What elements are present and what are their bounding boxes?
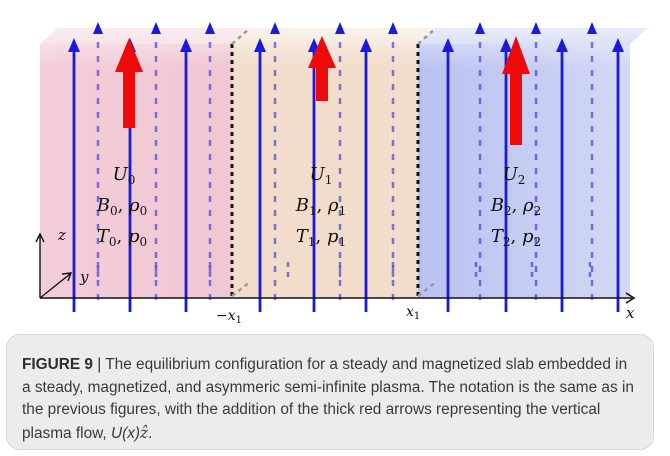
lower-dash-marks <box>96 262 592 280</box>
flow-arrows <box>115 36 530 145</box>
field-arrowhead <box>442 38 454 52</box>
field-arrowhead <box>68 38 80 52</box>
field-arrowhead <box>500 38 512 52</box>
dashed-arrowhead <box>475 22 485 34</box>
label-T0-p0: T0, p0 <box>97 226 147 249</box>
axis-y-label: y <box>79 268 89 286</box>
field-arrowhead <box>556 38 568 52</box>
label-T2-p2: T2, p2 <box>491 226 541 249</box>
y-axis-line <box>39 273 71 299</box>
label-U0: U0 <box>113 164 136 187</box>
boundary-left-bottom <box>231 281 251 297</box>
plasma-regions <box>40 28 648 298</box>
dashed-arrowhead <box>151 22 161 34</box>
dashed-arrowhead <box>270 22 280 34</box>
label-B1-rho1: B1, ρ1 <box>295 195 347 218</box>
figure-caption: FIGURE 9 | The equilibrium configuration… <box>6 334 654 450</box>
field-arrowhead <box>360 38 372 52</box>
back-field-line-heads <box>93 22 597 34</box>
label-B0-rho0: B0, ρ0 <box>96 195 148 218</box>
flow-arrow-right <box>502 36 530 145</box>
x-axis-arrowhead <box>625 292 636 304</box>
dashed-arrowhead <box>531 22 541 34</box>
equilibrium-figure: U0 B0, ρ0 T0, p0 U1 B1, ρ1 T1, p1 U2 B2,… <box>35 22 648 326</box>
boundary-right-bottom <box>417 281 437 297</box>
x-axis <box>40 292 636 304</box>
y-axis-arrowhead <box>61 272 73 282</box>
right-region <box>418 44 630 298</box>
label-B2-rho2: B2, ρ2 <box>490 195 542 218</box>
caption-separator: | <box>92 356 106 373</box>
axis-x-label: x <box>626 304 635 322</box>
label-U2: U2 <box>503 164 526 187</box>
slab-boundaries <box>230 44 420 296</box>
field-arrowhead <box>254 38 266 52</box>
axis-z-label: z <box>57 226 66 244</box>
flow-arrow-left <box>115 38 143 128</box>
dashed-arrowhead <box>205 22 215 34</box>
caption-label: FIGURE 9 <box>22 356 93 373</box>
dashed-arrowhead <box>335 22 345 34</box>
front-field-lines <box>72 48 620 312</box>
label-T1-p1: T1, p1 <box>296 226 346 249</box>
label-U1: U1 <box>310 164 333 187</box>
caption-zhat: ẑ <box>140 423 149 442</box>
left-region <box>40 44 232 298</box>
caption-end: . <box>148 424 153 442</box>
field-arrowhead <box>180 38 192 52</box>
dashed-arrowhead <box>388 22 398 34</box>
coordinate-triad <box>35 232 73 299</box>
flow-arrow-middle <box>308 36 336 101</box>
slab-boundaries-depth <box>231 27 437 297</box>
back-field-lines <box>96 30 594 300</box>
tick-neg-x1: −x1 <box>216 308 242 326</box>
dashed-arrowhead <box>587 22 597 34</box>
tick-pos-x1: x1 <box>406 304 420 322</box>
caption-flow-symbol: U(x) <box>110 424 141 442</box>
top-fade <box>40 28 648 68</box>
caption-text: The equilibrium configuration for a stea… <box>22 356 634 442</box>
field-arrowhead <box>612 38 624 52</box>
dashed-arrowhead <box>93 22 103 34</box>
z-axis-arrowhead <box>35 232 45 243</box>
